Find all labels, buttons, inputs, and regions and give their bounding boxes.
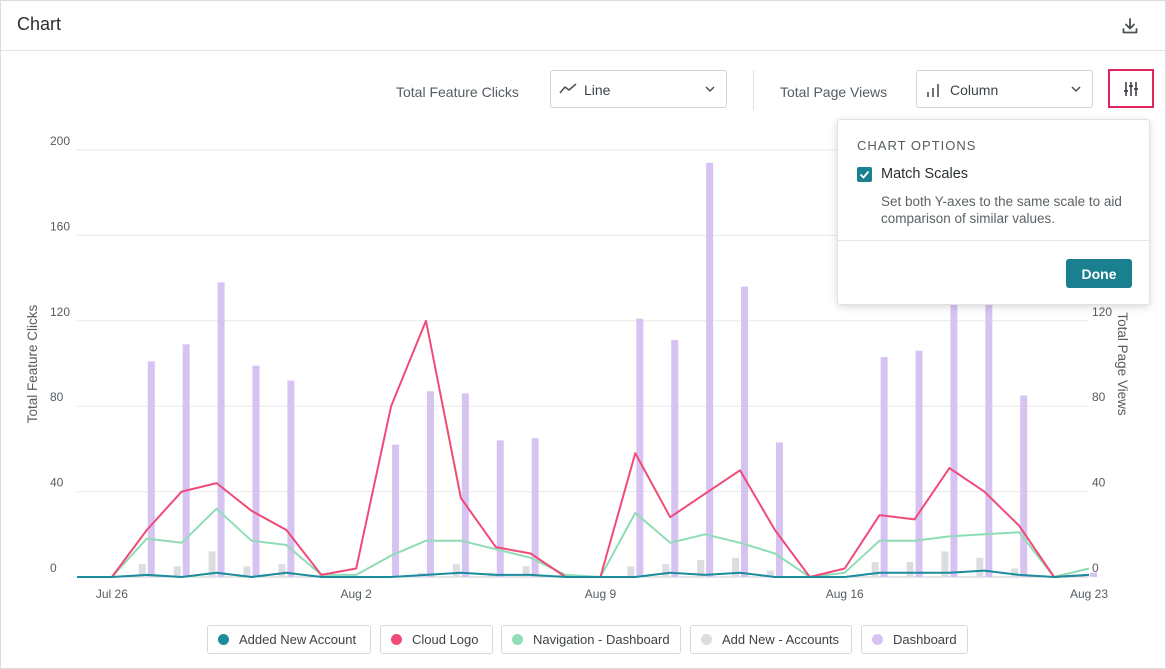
column-bar xyxy=(496,440,504,577)
column-bar xyxy=(906,562,914,577)
chevron-down-icon xyxy=(1071,86,1081,93)
match-scales-label[interactable]: Match Scales xyxy=(881,166,969,182)
legend-swatch xyxy=(218,634,229,645)
y-tick-label: 40 xyxy=(50,476,64,490)
x-tick-label: Aug 16 xyxy=(826,587,864,601)
legend-item[interactable]: Add New - Accounts xyxy=(690,625,852,654)
x-tick-label: Aug 9 xyxy=(585,587,617,601)
legend-item[interactable]: Added New Account xyxy=(207,625,371,654)
column-bar xyxy=(138,564,146,577)
chevron-down-icon xyxy=(705,86,715,93)
column-bar xyxy=(627,566,635,577)
column-bar xyxy=(278,564,286,577)
y-tick-label: 200 xyxy=(50,134,70,148)
x-tick-label: Aug 23 xyxy=(1070,587,1108,601)
y2-tick-label: 0 xyxy=(1092,561,1099,575)
y2-axis-title: Total Page Views xyxy=(1115,312,1130,416)
legend-label: Dashboard xyxy=(893,632,957,647)
legend-item[interactable]: Dashboard xyxy=(861,625,968,654)
done-button[interactable]: Done xyxy=(1066,259,1132,288)
checkmark-icon xyxy=(859,170,870,179)
column-bar xyxy=(671,340,679,577)
column-bar xyxy=(426,391,434,577)
y-axis-title: Total Feature Clicks xyxy=(25,304,40,423)
panel-header: Chart xyxy=(1,1,1165,51)
column-bar xyxy=(243,566,251,577)
legend-swatch xyxy=(701,634,712,645)
column-bar xyxy=(392,444,400,577)
column-bar xyxy=(461,393,469,577)
popover-heading: CHART OPTIONS xyxy=(857,138,977,153)
column-bar xyxy=(732,557,740,577)
column-bar xyxy=(985,267,993,577)
column-bar xyxy=(766,570,774,577)
column-bar xyxy=(880,357,888,577)
column-bar xyxy=(217,282,225,577)
y2-tick-label: 120 xyxy=(1092,305,1112,319)
panel-title: Chart xyxy=(17,14,62,34)
y2-tick-label: 80 xyxy=(1092,390,1106,404)
download-icon xyxy=(1122,18,1138,34)
column-bar xyxy=(915,350,923,577)
column-bar xyxy=(697,559,705,577)
right-chart-type-select[interactable]: Column xyxy=(916,70,1093,108)
chart-options-popover: CHART OPTIONS Match Scales Set both Y-ax… xyxy=(837,119,1150,305)
legend-label: Cloud Logo xyxy=(412,632,479,647)
column-bar xyxy=(173,566,181,577)
legend-label: Navigation - Dashboard xyxy=(533,632,670,647)
column-bar xyxy=(950,278,958,577)
column-bar xyxy=(662,564,670,577)
match-scales-checkbox[interactable] xyxy=(857,167,872,182)
x-tick-label: Jul 26 xyxy=(96,587,128,601)
legend-label: Add New - Accounts xyxy=(722,632,840,647)
series-line xyxy=(77,569,1090,578)
chart-options-button[interactable] xyxy=(1108,69,1154,108)
left-chart-type-select[interactable]: Line xyxy=(550,70,727,108)
left-chart-type-value: Line xyxy=(584,82,611,98)
column-bar xyxy=(208,551,216,577)
chart-plot: 0 40 80 120 160 200 0 40 80 120 Total Feature Clic… xyxy=(25,134,1130,601)
column-bar xyxy=(531,438,539,577)
legend-item[interactable]: Cloud Logo xyxy=(380,625,493,654)
download-button[interactable] xyxy=(1117,13,1143,39)
legend-swatch xyxy=(391,634,402,645)
line-chart-icon xyxy=(559,83,577,94)
column-bar xyxy=(147,361,155,577)
column-bar xyxy=(775,442,783,577)
column-bar xyxy=(182,344,190,577)
right-chart-type-value: Column xyxy=(950,82,999,98)
legend-label: Added New Account xyxy=(239,632,357,647)
match-scales-description: Set both Y-axes to the same scale to aid… xyxy=(881,194,1122,226)
y-tick-label: 120 xyxy=(50,305,70,319)
column-chart-icon xyxy=(927,84,939,97)
y2-tick-label: 40 xyxy=(1092,476,1106,490)
column-bar xyxy=(522,566,530,577)
y-tick-label: 80 xyxy=(50,390,64,404)
column-bar xyxy=(741,286,749,577)
column-bar xyxy=(1011,568,1019,577)
y-tick-label: 160 xyxy=(50,219,70,233)
legend-item[interactable]: Navigation - Dashboard xyxy=(501,625,681,654)
y-tick-label: 0 xyxy=(50,561,57,575)
column-bar xyxy=(636,318,644,577)
right-axis-type-label: Total Page Views xyxy=(780,84,888,100)
column-bar xyxy=(287,380,295,577)
controls-divider xyxy=(753,70,754,110)
column-bar xyxy=(941,551,949,577)
popover-divider xyxy=(838,240,1149,241)
column-bar xyxy=(1020,395,1028,577)
sliders-icon xyxy=(1124,81,1138,96)
column-bar xyxy=(976,557,984,577)
column-bar xyxy=(452,564,460,577)
x-tick-label: Aug 2 xyxy=(340,587,372,601)
column-bar xyxy=(1090,572,1097,577)
legend-swatch xyxy=(512,634,523,645)
left-axis-type-label: Total Feature Clicks xyxy=(396,84,519,100)
column-bar xyxy=(706,162,714,577)
series-line xyxy=(77,507,1090,578)
column-bar xyxy=(871,562,879,577)
column-bar xyxy=(252,365,260,577)
legend-swatch xyxy=(872,634,883,645)
